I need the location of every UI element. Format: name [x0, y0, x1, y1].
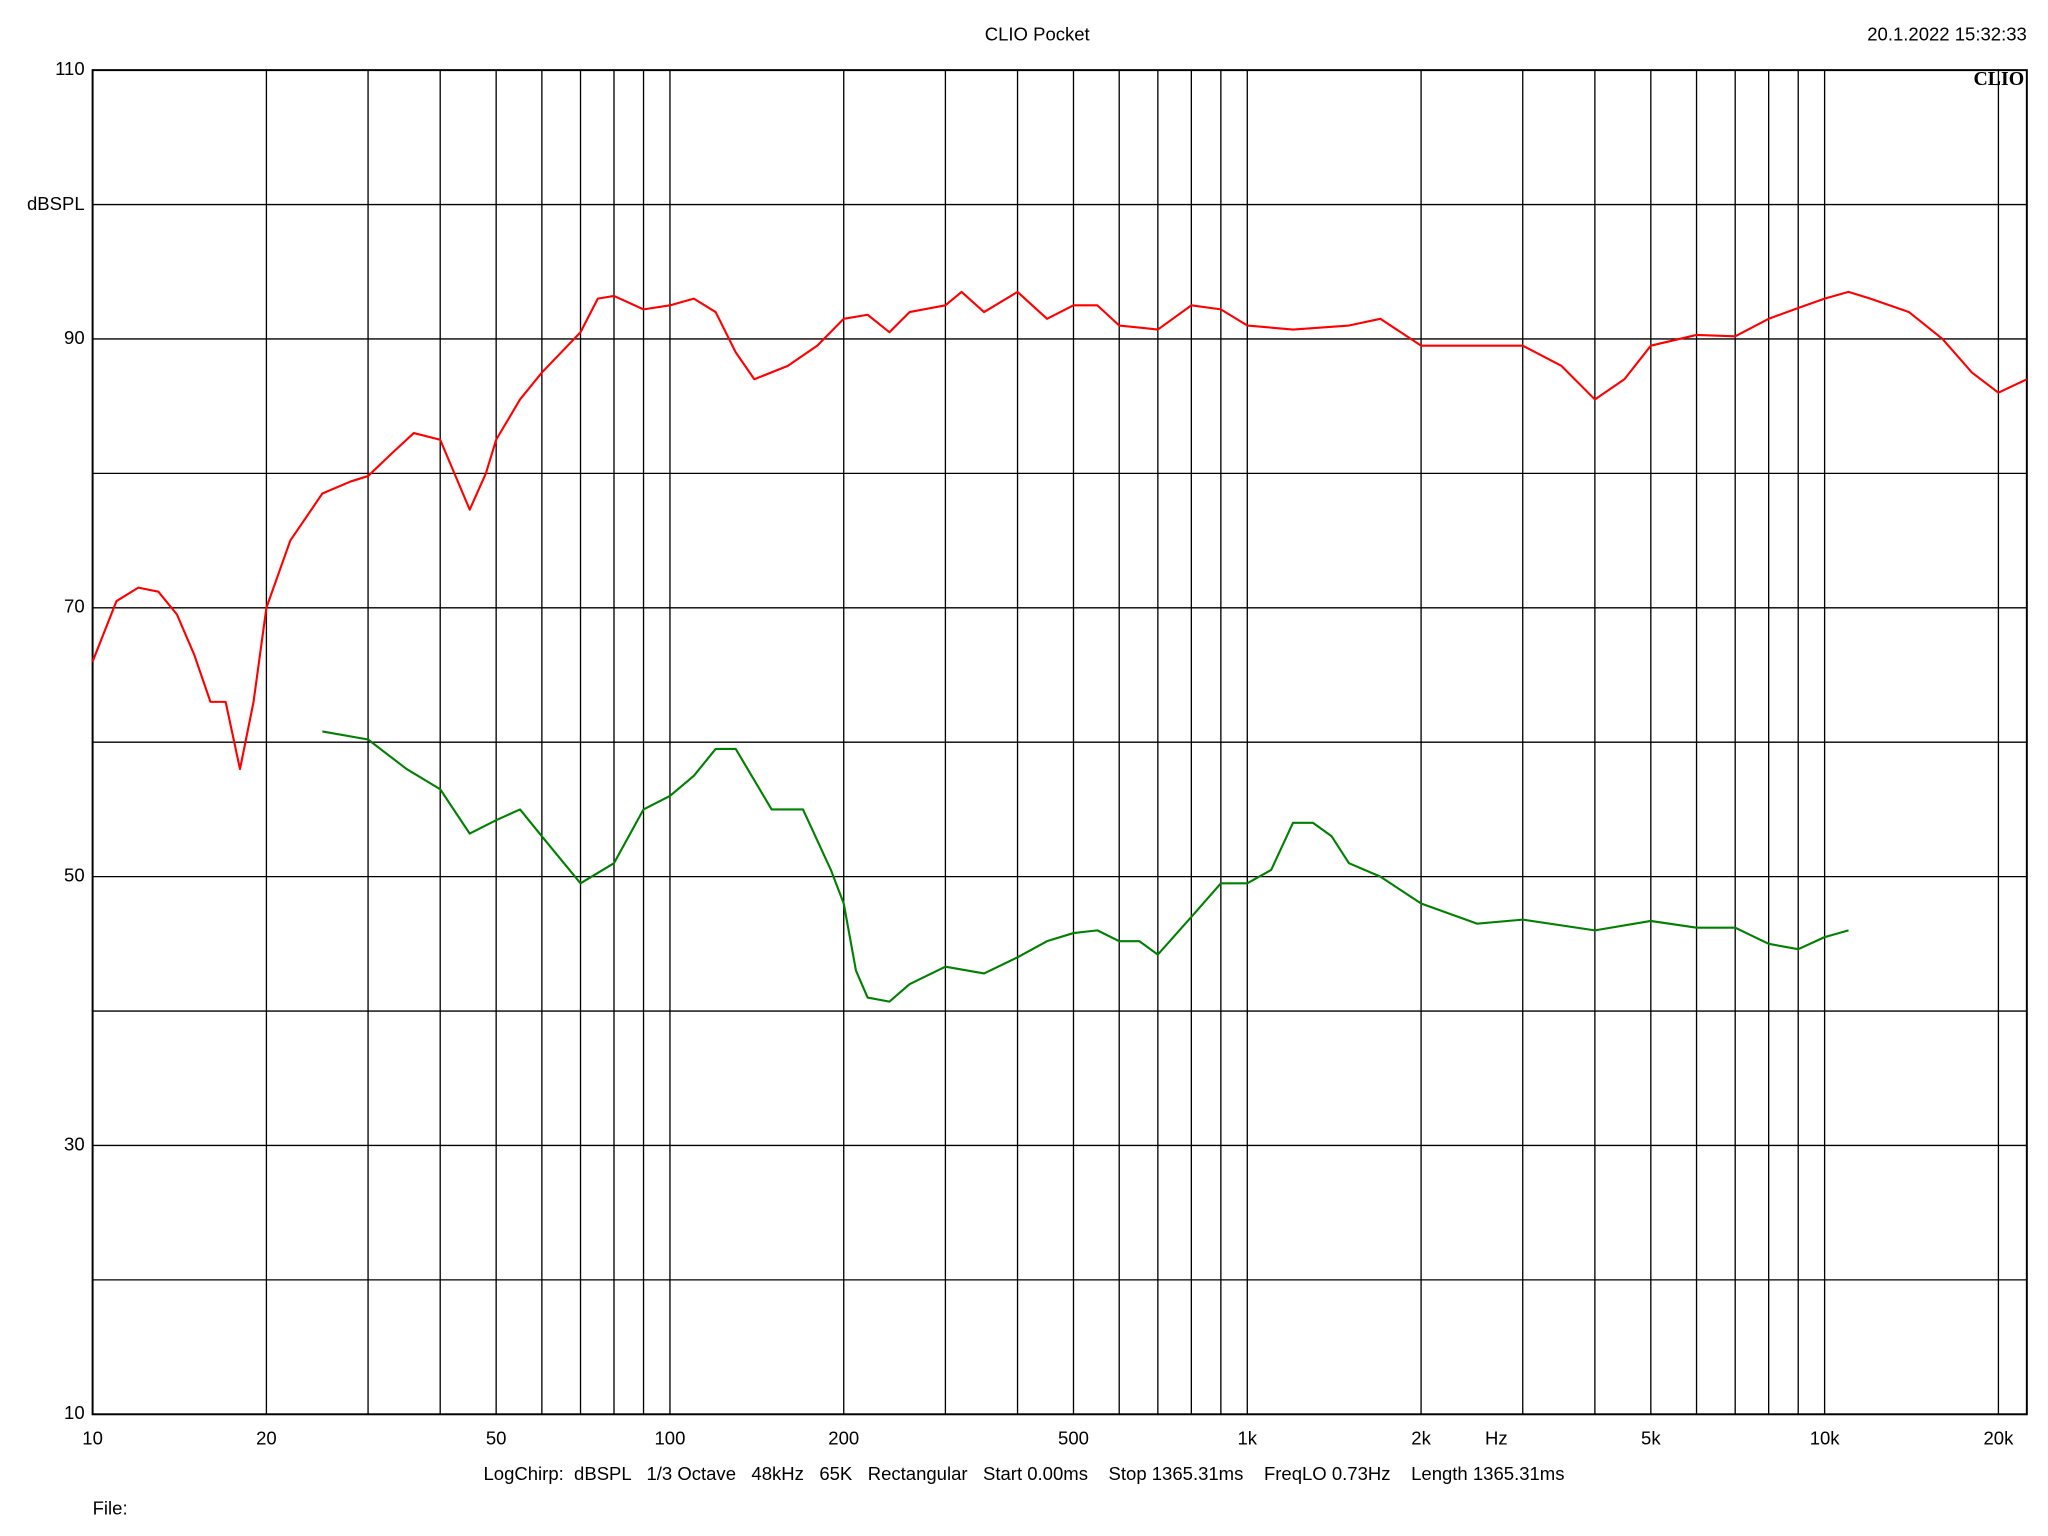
- chart-title: CLIO Pocket: [985, 24, 1091, 45]
- x-tick-label: 100: [654, 1427, 685, 1448]
- y-tick-label: 50: [64, 865, 85, 886]
- file-label: File:: [93, 1497, 128, 1518]
- x-tick-label: 20k: [1983, 1427, 2014, 1448]
- series-line: [91, 290, 2028, 771]
- x-tick-label: 10k: [1810, 1427, 1841, 1448]
- x-tick-label: 5k: [1641, 1427, 1661, 1448]
- x-axis-label: Hz: [1485, 1427, 1508, 1448]
- y-tick-label: 110: [55, 58, 85, 79]
- x-tick-label: 200: [828, 1427, 859, 1448]
- x-tick-label: 500: [1058, 1427, 1089, 1448]
- y-tick-label: 70: [64, 596, 85, 617]
- y-tick-label: 90: [64, 327, 85, 348]
- x-tick-label: 10: [82, 1427, 103, 1448]
- x-tick-label: 1k: [1238, 1427, 1258, 1448]
- timestamp: 20.1.2022 15:32:33: [1867, 24, 2027, 45]
- y-tick-label: 10: [64, 1402, 85, 1423]
- x-tick-label: 2k: [1411, 1427, 1431, 1448]
- y-tick-label: 30: [64, 1133, 85, 1154]
- plot-frame: [91, 69, 2028, 1416]
- x-tick-label: 20: [256, 1427, 277, 1448]
- x-tick-label: 50: [486, 1427, 507, 1448]
- series-line: [322, 730, 1849, 1003]
- footer: LogChirp: dBSPL 1/3 Octave 48kHz 65K Rec…: [483, 1463, 1564, 1484]
- y-axis-label: dBSPL: [27, 193, 85, 214]
